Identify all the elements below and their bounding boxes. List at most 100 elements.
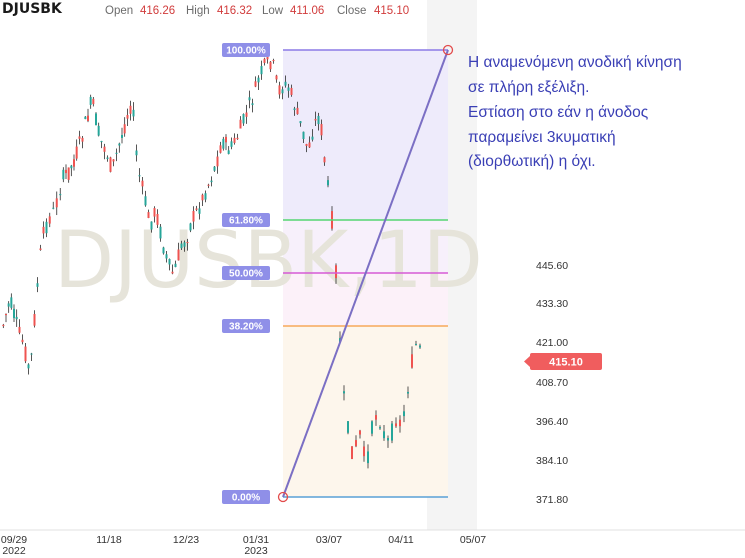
- candle-body: [2, 324, 5, 327]
- candle-body: [15, 316, 18, 320]
- last-price-value: 415.10: [549, 357, 583, 369]
- candle-body: [207, 184, 210, 186]
- candle-body: [24, 346, 27, 362]
- close-label: Close: [337, 5, 366, 17]
- candle-body: [168, 258, 171, 265]
- fib-level-badge: [222, 490, 270, 504]
- fib-level-badge: [222, 319, 270, 333]
- candle-body: [115, 152, 118, 154]
- candle-body: [165, 254, 168, 259]
- fib-zone: [283, 220, 448, 273]
- candle-body: [126, 114, 129, 119]
- fib-level-label: 61.80%: [229, 216, 263, 227]
- fib-level-label: 38.20%: [229, 322, 263, 333]
- candle-body: [375, 415, 377, 420]
- y-tick-label: 371.80: [536, 494, 568, 506]
- candle-body: [135, 150, 138, 156]
- y-tick-label: 445.60: [536, 260, 568, 272]
- candle-body: [95, 113, 97, 126]
- annotation-line-2: σε πλήρη εξέλιξη.: [468, 79, 589, 96]
- candle-body: [97, 125, 100, 136]
- candle-body: [112, 159, 115, 162]
- candle-body: [183, 242, 186, 247]
- candle-body: [251, 103, 254, 106]
- fib-zone: [283, 326, 448, 497]
- candle-body: [351, 446, 353, 459]
- candle-body: [260, 66, 263, 75]
- annotation-note[interactable]: Η αναμενόμενη ανοδική κίνηση σε πλήρη εξ…: [468, 54, 682, 170]
- candle-body: [36, 283, 39, 287]
- candle-body: [269, 61, 272, 70]
- candle-body: [278, 85, 281, 95]
- candle-body: [92, 98, 95, 105]
- fib-level-label: 100.00%: [226, 46, 266, 57]
- candle-body: [236, 137, 239, 140]
- candle-body: [317, 115, 320, 125]
- candle-body: [415, 343, 417, 345]
- candle-body: [395, 423, 397, 427]
- candle-body: [67, 167, 70, 180]
- candle-body: [48, 216, 51, 224]
- candle-body: [263, 58, 266, 63]
- candle-body: [230, 141, 233, 147]
- candle-body: [245, 112, 248, 117]
- candle-body: [419, 345, 421, 348]
- candle-body: [70, 165, 73, 169]
- candle-body: [180, 243, 183, 249]
- candle-body: [367, 451, 369, 464]
- close-value: 415.10: [374, 5, 409, 17]
- candle-body: [144, 196, 147, 206]
- trend-line-start-handle[interactable]: [277, 491, 289, 503]
- candle-body: [359, 430, 361, 435]
- candle-body: [30, 353, 33, 355]
- candle-body: [174, 263, 177, 268]
- candle-body: [327, 180, 329, 186]
- fib-level-badge: [222, 266, 270, 280]
- candle-body: [159, 226, 162, 239]
- candle-body: [156, 213, 159, 225]
- candle-body: [343, 391, 345, 394]
- candle-body: [153, 208, 156, 217]
- fib-level-badge: [222, 213, 270, 227]
- candle-body: [89, 96, 92, 105]
- x-tick-label: 03/07: [316, 534, 342, 546]
- y-axis[interactable]: 445.60 433.30 421.00 408.70 396.40 384.10 371.…: [536, 260, 568, 506]
- candle-body: [141, 180, 144, 187]
- candle-body: [266, 55, 269, 60]
- trend-line[interactable]: [282, 49, 449, 498]
- candle-body: [290, 87, 293, 95]
- y-tick-label: 433.30: [536, 298, 568, 310]
- candle-body: [210, 180, 213, 183]
- candle-body: [75, 146, 78, 159]
- symbol-name[interactable]: DJUSBK: [2, 1, 63, 17]
- candle-body: [222, 138, 225, 149]
- high-value: 416.32: [217, 5, 252, 17]
- candle-body: [308, 142, 311, 148]
- candle-body: [407, 391, 409, 394]
- candle-body: [254, 81, 257, 87]
- candle-body: [100, 140, 103, 143]
- candle-body: [272, 59, 275, 62]
- candle-body: [150, 221, 153, 230]
- trend-line-end-handle[interactable]: [442, 44, 454, 56]
- x-tick-label: 12/23: [173, 534, 199, 546]
- candle-body: [201, 194, 204, 201]
- fib-lines[interactable]: 100.00% 61.80% 50.00% 38.20% 0.00%: [222, 43, 448, 504]
- candle-body: [379, 427, 381, 429]
- fib-level-label: 50.00%: [229, 269, 263, 280]
- y-tick-label: 408.70: [536, 377, 568, 389]
- candle-body: [296, 107, 299, 115]
- x-tick-label: 01/31: [243, 534, 269, 546]
- y-tick-label: 421.00: [536, 337, 568, 349]
- candle-body: [52, 207, 55, 209]
- x-tick-label: 2022: [2, 545, 26, 557]
- candle-body: [27, 364, 30, 369]
- candle-body: [138, 175, 141, 177]
- candle-body: [162, 247, 165, 254]
- open-value: 416.26: [140, 5, 175, 17]
- candle-body: [242, 114, 245, 124]
- candle-body: [257, 77, 260, 83]
- candle-body: [62, 169, 65, 180]
